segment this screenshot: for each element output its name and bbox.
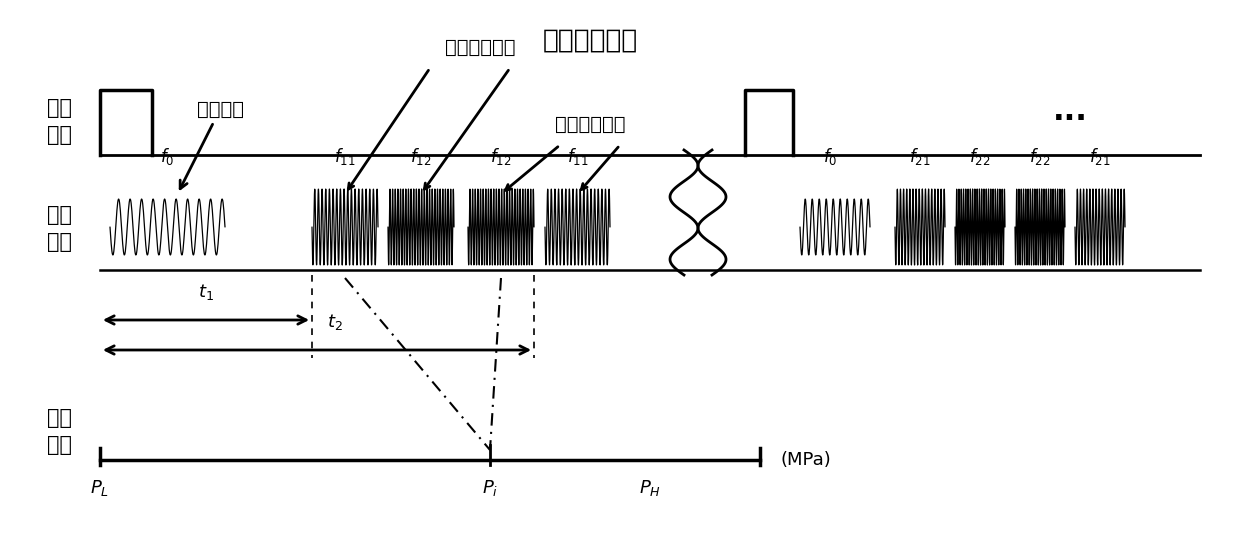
Text: $t_2$: $t_2$ xyxy=(327,312,342,332)
Text: $f_{11}$: $f_{11}$ xyxy=(335,146,356,167)
Text: 测深追踪脉冲: 测深追踪脉冲 xyxy=(542,28,637,54)
Text: ···: ··· xyxy=(1053,105,1087,134)
Text: 压力: 压力 xyxy=(47,408,72,428)
Text: 同步: 同步 xyxy=(47,98,72,118)
Text: $f_{12}$: $f_{12}$ xyxy=(490,146,512,167)
Text: 前导脉冲: 前导脉冲 xyxy=(180,100,243,189)
Text: $t_1$: $t_1$ xyxy=(198,282,215,302)
Text: (MPa): (MPa) xyxy=(780,451,831,469)
Text: $f_0$: $f_0$ xyxy=(160,146,175,167)
Text: 脉冲: 脉冲 xyxy=(47,125,72,145)
Text: 测深追踪脉冲: 测深追踪脉冲 xyxy=(445,38,516,57)
Text: 信息: 信息 xyxy=(47,435,72,455)
Text: $P_i$: $P_i$ xyxy=(482,478,498,498)
Text: $f_{11}$: $f_{11}$ xyxy=(567,146,588,167)
Text: 信号: 信号 xyxy=(47,232,72,252)
Text: 测深参考脉冲: 测深参考脉冲 xyxy=(554,115,625,134)
Text: $f_{12}$: $f_{12}$ xyxy=(410,146,432,167)
Text: $f_{21}$: $f_{21}$ xyxy=(909,146,931,167)
Text: 编码: 编码 xyxy=(47,205,72,225)
Text: $f_{21}$: $f_{21}$ xyxy=(1089,146,1111,167)
Text: $P_H$: $P_H$ xyxy=(639,478,661,498)
Text: $P_L$: $P_L$ xyxy=(91,478,109,498)
Text: $f_{22}$: $f_{22}$ xyxy=(1029,146,1050,167)
Text: $f_{22}$: $f_{22}$ xyxy=(970,146,991,167)
Text: $f_0$: $f_0$ xyxy=(823,146,837,167)
